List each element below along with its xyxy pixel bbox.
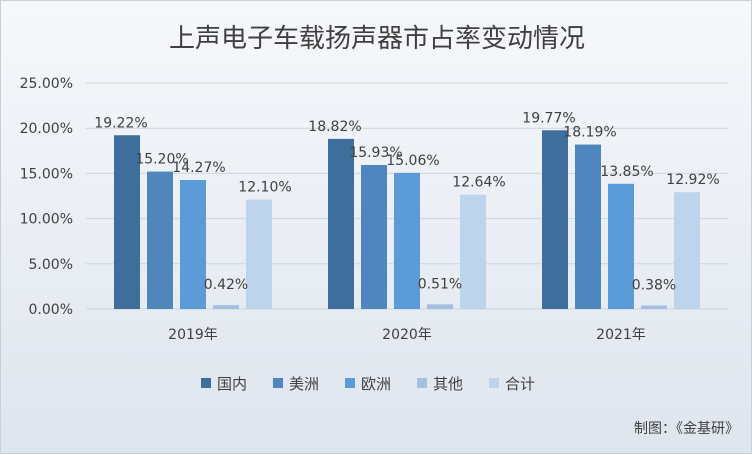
legend-entry: 合计 [505,375,535,393]
legend-swatch [345,378,355,388]
x-category-label: 2019年 [168,327,218,343]
bar [180,179,206,309]
x-axis-categories: 2019年 2020年 2021年 [168,327,646,343]
bar [542,130,568,309]
legend: 国内 美洲 欧洲 其他 合计 [201,375,535,393]
bar [575,144,601,309]
data-label: 15.06% [386,153,439,169]
y-axis-ticks: 0.00% 5.00% 10.00% 15.00% 20.00% 25.00% [20,76,73,318]
data-label: 14.27% [172,160,225,176]
x-category-label: 2021年 [596,327,646,343]
bar [641,305,667,309]
bar [460,194,486,309]
data-label: 18.82% [308,119,361,135]
y-tick-label: 20.00% [20,121,73,137]
data-label: 19.22% [94,115,147,131]
legend-swatch [273,378,283,388]
legend-entry: 美洲 [289,375,319,393]
legend-swatch [489,378,499,388]
data-labels: 19.22% 15.20%14.27% 0.42% 12.10% 18.82% 15.93… [94,110,719,293]
data-label: 15.93% [349,145,402,161]
legend-swatch [201,378,211,388]
source-note: 制图：《金基研》 [634,420,739,437]
y-tick-label: 0.00% [29,302,73,318]
data-label: 15.20% [135,152,188,168]
legend-entry: 国内 [217,375,247,393]
data-label: 0.38% [632,278,676,294]
data-label: 0.51% [418,276,462,292]
bar [427,304,453,309]
data-label: 13.85% [600,164,653,180]
data-label: 12.10% [238,180,291,196]
legend-swatch [417,378,427,388]
bar [147,171,173,309]
legend-entry: 欧洲 [361,375,391,393]
legend-entry: 其他 [433,375,463,393]
data-label: 19.77% [522,110,575,126]
bar [394,172,420,309]
bar [608,183,634,309]
bar [674,192,700,309]
y-tick-label: 25.00% [20,76,73,92]
data-label: 12.92% [666,172,719,188]
bar [246,199,272,309]
y-tick-label: 5.00% [29,257,73,273]
data-label: 18.19% [563,125,616,141]
bar [361,164,387,309]
data-label: 0.42% [204,277,248,293]
bar [328,138,354,309]
x-category-label: 2020年 [382,327,432,343]
bar [213,305,239,309]
data-label: 12.64% [452,175,505,191]
y-tick-label: 15.00% [20,166,73,182]
chart-title: 上声电子车载扬声器市占率变动情况 [169,24,585,54]
bar [114,135,140,309]
y-tick-label: 10.00% [20,212,73,228]
bars [114,130,700,309]
